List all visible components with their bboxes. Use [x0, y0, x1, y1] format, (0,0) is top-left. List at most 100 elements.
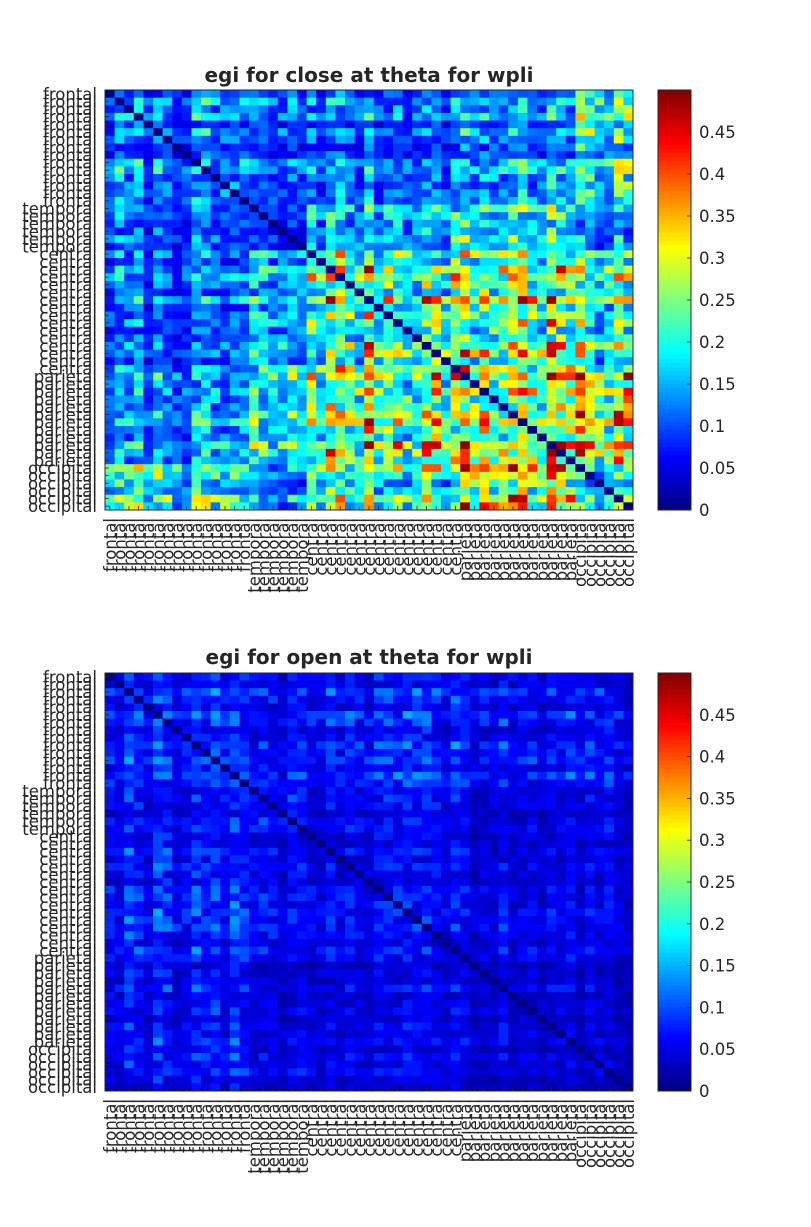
heatmap-cell: [345, 487, 355, 496]
heatmap-cell: [402, 673, 413, 681]
heatmap-cell: [508, 158, 519, 167]
heatmap-cell: [431, 219, 442, 228]
heatmap-cell: [373, 296, 384, 305]
heatmap-cell: [604, 357, 615, 366]
heatmap-cell: [124, 410, 135, 419]
heatmap-cell: [124, 441, 135, 450]
heatmap-cell: [201, 794, 211, 803]
heatmap-cell: [345, 112, 355, 121]
heatmap-cell: [143, 673, 154, 681]
heatmap-cell: [527, 90, 538, 99]
heatmap-cell: [162, 372, 173, 381]
heatmap-cell: [229, 688, 240, 697]
heatmap-cell: [297, 395, 307, 404]
heatmap-cell: [268, 855, 279, 864]
heatmap-cell: [373, 174, 384, 183]
heatmap-cell: [258, 349, 269, 358]
heatmap-cell: [575, 832, 586, 841]
heatmap-cell: [489, 840, 499, 849]
heatmap-cell: [229, 870, 240, 879]
colorbar-segment: [658, 232, 691, 238]
heatmap-cell: [316, 380, 327, 389]
heatmap-cell: [105, 403, 115, 412]
heatmap-cell: [421, 326, 432, 335]
heatmap-cell: [604, 204, 615, 213]
heatmap-cell: [124, 372, 135, 381]
heatmap-cell: [393, 726, 403, 735]
heatmap-cell: [258, 181, 269, 190]
heatmap-cell: [373, 794, 384, 803]
heatmap-cell: [277, 870, 288, 879]
heatmap-cell: [604, 174, 615, 183]
heatmap-cell: [479, 357, 490, 366]
heatmap-cell: [297, 680, 307, 689]
heatmap-cell: [258, 403, 269, 412]
heatmap-cell: [239, 326, 250, 335]
heatmap-cell: [431, 418, 442, 427]
heatmap-cell: [450, 296, 461, 305]
heatmap-cell: [277, 196, 288, 205]
heatmap-cell: [383, 166, 394, 175]
heatmap-cell: [469, 878, 480, 887]
heatmap-cell: [277, 756, 288, 765]
heatmap-cell: [613, 840, 624, 849]
heatmap-cell: [517, 441, 528, 450]
heatmap-cell: [585, 242, 595, 251]
heatmap-cell: [345, 120, 355, 129]
heatmap-cell: [517, 741, 528, 750]
heatmap-cell: [229, 832, 240, 841]
heatmap-cell: [268, 135, 279, 144]
heatmap-cell: [460, 456, 471, 465]
heatmap-cell: [489, 273, 499, 282]
heatmap-cell: [537, 212, 547, 221]
heatmap-cell: [537, 303, 547, 312]
heatmap-cell: [105, 349, 115, 358]
heatmap-cell: [191, 448, 202, 457]
heatmap-cell: [239, 456, 250, 465]
heatmap-cell: [383, 847, 394, 856]
heatmap-cell: [479, 673, 490, 681]
heatmap-cell: [172, 189, 183, 198]
heatmap-cell: [114, 181, 125, 190]
heatmap-cell: [421, 258, 432, 267]
heatmap-cell: [316, 893, 327, 902]
heatmap-cell: [460, 487, 471, 496]
heatmap-cell: [565, 357, 576, 366]
heatmap-cell: [201, 212, 211, 221]
colorbar-segment: [658, 417, 691, 423]
heatmap-cell: [297, 695, 307, 704]
heatmap-cell: [162, 840, 173, 849]
heatmap-cell: [364, 334, 375, 343]
heatmap-cell: [143, 227, 154, 236]
heatmap-cell: [354, 258, 365, 267]
heatmap-cell: [335, 680, 346, 689]
heatmap-cell: [373, 128, 384, 137]
heatmap-cell: [354, 303, 365, 312]
heatmap-cell: [345, 227, 355, 236]
heatmap-cell: [585, 181, 595, 190]
colorbar: 00.050.10.150.20.250.30.350.40.45: [657, 89, 736, 520]
heatmap-cell: [114, 741, 125, 750]
heatmap-cell: [450, 380, 461, 389]
heatmap-cell: [153, 204, 163, 213]
heatmap-cell: [594, 166, 605, 175]
heatmap-cell: [229, 342, 240, 351]
heatmap-cell: [604, 227, 615, 236]
heatmap-cell: [297, 878, 307, 887]
heatmap-cell: [143, 364, 154, 373]
heatmap-cell: [498, 711, 509, 719]
heatmap-cell: [210, 258, 221, 267]
heatmap-cell: [229, 158, 240, 167]
heatmap-cell: [604, 112, 615, 121]
y-tick-label: parietal: [34, 367, 97, 386]
heatmap-cell: [191, 426, 202, 435]
heatmap-cell: [287, 174, 298, 183]
heatmap-cell: [623, 433, 634, 442]
heatmap-cell: [575, 726, 586, 735]
heatmap-cell: [489, 196, 499, 205]
heatmap-cell: [143, 204, 154, 213]
heatmap-cell: [469, 97, 480, 106]
heatmap-cell: [220, 280, 231, 289]
heatmap-cell: [239, 809, 250, 818]
heatmap-cell: [153, 288, 163, 297]
